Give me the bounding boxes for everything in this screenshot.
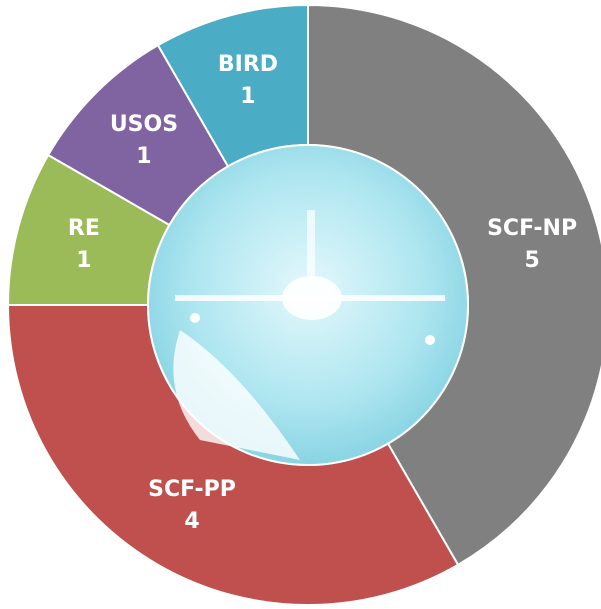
labels: SCF-NP 5 SCF-PP 4 RE 1 USOS 1 BIRD 1: [68, 52, 577, 534]
slice-label: RE: [68, 216, 100, 241]
slice-value: 5: [524, 248, 539, 273]
center-border: [147, 144, 469, 466]
slice-value: 4: [184, 509, 199, 534]
engine: [425, 335, 435, 345]
slice-label: USOS: [110, 112, 178, 137]
slice-label: SCF-NP: [487, 216, 577, 241]
engine: [190, 313, 200, 323]
slice-value: 1: [240, 84, 255, 109]
wedges: [6, 3, 601, 607]
plane-body: [282, 276, 342, 320]
plane-tail: [307, 210, 315, 280]
slice-value: 1: [136, 144, 151, 169]
slice-label: SCF-PP: [148, 477, 236, 502]
slice-label: BIRD: [218, 52, 278, 77]
center-image: [147, 144, 469, 466]
slice-value: 1: [76, 248, 91, 273]
